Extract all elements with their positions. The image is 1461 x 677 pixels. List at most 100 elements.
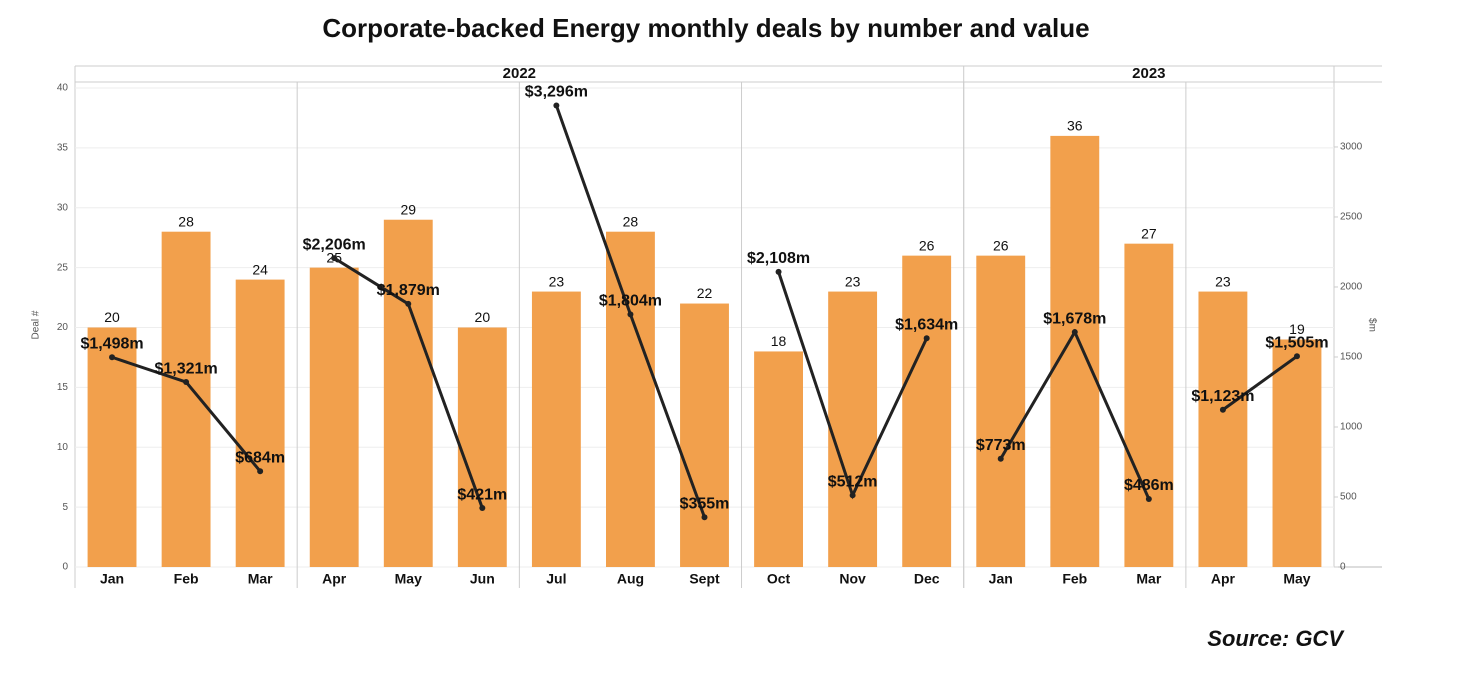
bar <box>1050 135 1100 567</box>
y2-tick-label: 2000 <box>1340 282 1363 293</box>
line-point <box>923 335 930 342</box>
bar-label: 23 <box>845 273 861 289</box>
x-tick-label: Sept <box>689 571 720 587</box>
line-point <box>1293 353 1300 360</box>
bar-label: 23 <box>549 273 565 289</box>
year-label: 2023 <box>1132 65 1165 82</box>
bar <box>902 255 952 567</box>
line-label: $1,804m <box>599 293 662 310</box>
line-point <box>257 468 264 475</box>
bar <box>606 231 655 568</box>
x-tick-label: Aug <box>617 571 644 587</box>
bar-label: 29 <box>400 201 416 217</box>
line-label: $512m <box>828 474 878 491</box>
y2-axis-label: $m <box>1366 318 1377 332</box>
chart-title: Corporate-backed Energy monthly deals by… <box>322 13 1089 43</box>
y-tick-label: 20 <box>57 322 69 333</box>
line-point <box>479 505 486 512</box>
bar-label: 22 <box>697 285 713 301</box>
line-label: $2,108m <box>747 250 810 267</box>
x-tick-label: May <box>395 571 422 587</box>
x-tick-label: Apr <box>1211 571 1236 587</box>
y2-tick-label: 2500 <box>1340 212 1363 223</box>
bar <box>976 255 1026 567</box>
line-label: $1,634m <box>895 316 958 333</box>
line-point <box>553 102 560 109</box>
x-tick-label: May <box>1283 571 1310 587</box>
line-label: $1,321m <box>155 360 218 377</box>
bar <box>828 291 878 567</box>
y2-tick-label: 1500 <box>1340 352 1363 363</box>
line-point <box>109 354 116 361</box>
x-tick-label: Feb <box>1062 571 1087 587</box>
line-point <box>183 379 190 386</box>
bar <box>457 327 507 567</box>
bar <box>309 267 359 567</box>
line-label: $1,879m <box>377 282 440 299</box>
x-tick-label: Jul <box>546 571 566 587</box>
bar-label: 19 <box>1289 321 1305 337</box>
y-axis-label: Deal # <box>31 310 42 339</box>
line-point <box>775 268 782 275</box>
line-label: $1,505m <box>1265 335 1328 352</box>
bar <box>161 231 211 568</box>
bar <box>1272 339 1322 567</box>
bar-label: 26 <box>919 237 935 253</box>
x-tick-label: Apr <box>322 571 347 587</box>
bar <box>235 279 285 567</box>
bar-label: 24 <box>252 261 268 277</box>
bar-label: 20 <box>475 309 491 325</box>
bar-label: 28 <box>623 213 639 229</box>
line <box>1222 355 1298 411</box>
line-label: $2,206m <box>303 236 366 253</box>
line-label: $773m <box>976 437 1026 454</box>
bar-label: 18 <box>771 333 787 349</box>
bar <box>754 351 803 567</box>
line-label: $1,678m <box>1043 310 1106 327</box>
year-label: 2022 <box>503 65 536 82</box>
line-point <box>331 255 338 262</box>
line-label: $3,296m <box>525 84 588 101</box>
x-tick-label: Oct <box>767 571 791 587</box>
line-label: $355m <box>680 496 730 513</box>
bar <box>1124 243 1174 567</box>
bar <box>383 219 433 567</box>
y-tick-label: 15 <box>57 382 69 393</box>
line-point <box>405 300 412 307</box>
bar <box>680 303 729 567</box>
line-label: $684m <box>235 449 285 466</box>
line-label: $1,123m <box>1191 388 1254 405</box>
line-point <box>627 311 634 318</box>
line-label: $486m <box>1124 477 1174 494</box>
line-label: $421m <box>457 486 507 503</box>
x-tick-label: Dec <box>914 571 940 587</box>
x-tick-label: Nov <box>839 571 866 587</box>
x-tick-label: Feb <box>174 571 199 587</box>
bar-label: 27 <box>1141 225 1157 241</box>
line-point <box>1145 495 1152 502</box>
bar <box>531 291 581 567</box>
y-tick-label: 35 <box>57 143 69 154</box>
y-tick-label: 5 <box>62 502 68 513</box>
bar-label: 28 <box>178 213 194 229</box>
y-tick-label: 25 <box>57 262 69 273</box>
bar-label: 26 <box>993 237 1009 253</box>
bar <box>1198 291 1248 567</box>
y2-tick-label: 3000 <box>1340 142 1363 153</box>
y2-tick-label: 500 <box>1340 492 1357 503</box>
y2-tick-label: 0 <box>1340 562 1346 573</box>
y-tick-label: 40 <box>57 83 69 94</box>
bar-label: 23 <box>1215 273 1231 289</box>
line-label: $1,498m <box>80 335 143 352</box>
y2-tick-label: 1000 <box>1340 422 1363 433</box>
line-point <box>997 455 1004 462</box>
bar <box>87 327 137 567</box>
y-tick-label: 0 <box>62 562 68 573</box>
line-point <box>701 514 708 521</box>
x-tick-label: Jan <box>989 571 1013 587</box>
source: Source: GCV <box>1207 626 1345 651</box>
x-tick-label: Mar <box>248 571 273 587</box>
bar-label: 36 <box>1067 118 1083 134</box>
bar-label: 20 <box>104 309 120 325</box>
